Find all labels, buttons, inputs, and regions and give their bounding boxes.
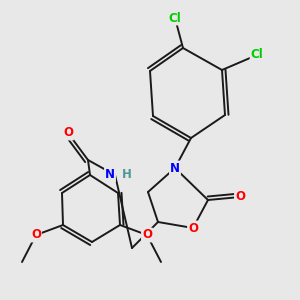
Text: O: O	[142, 229, 152, 242]
Text: H: H	[122, 169, 132, 182]
Text: O: O	[31, 229, 41, 242]
Text: N: N	[170, 161, 180, 175]
Text: Cl: Cl	[169, 11, 182, 25]
Text: O: O	[235, 190, 245, 203]
Text: O: O	[63, 127, 73, 140]
Text: Cl: Cl	[250, 49, 263, 62]
Text: O: O	[188, 221, 198, 235]
Text: N: N	[105, 169, 115, 182]
